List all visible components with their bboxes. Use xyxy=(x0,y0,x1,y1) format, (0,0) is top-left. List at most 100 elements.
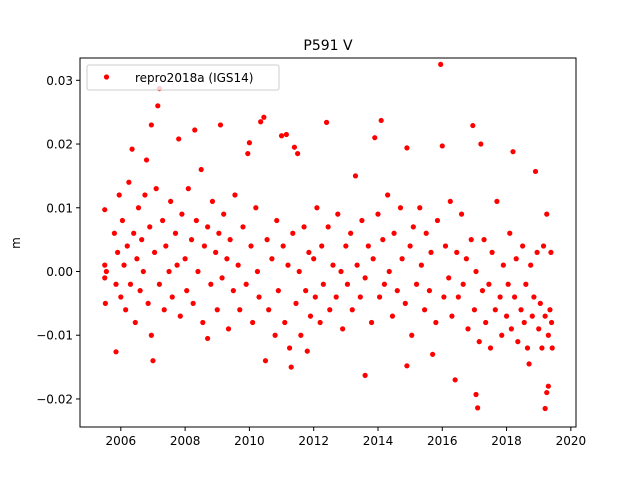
data-point xyxy=(274,217,280,224)
legend-label: repro2018a (IGS14) xyxy=(135,71,253,85)
data-point xyxy=(486,281,492,287)
data-point xyxy=(441,294,447,300)
data-point xyxy=(278,133,285,139)
data-point xyxy=(354,262,360,268)
data-point xyxy=(497,294,503,300)
data-point xyxy=(306,249,312,255)
data-point xyxy=(549,345,555,351)
data-point xyxy=(137,288,143,294)
data-point xyxy=(185,186,191,192)
data-point xyxy=(176,136,182,142)
data-point xyxy=(142,192,148,198)
data-point xyxy=(394,288,400,294)
data-point xyxy=(266,307,272,313)
data-point xyxy=(135,205,142,211)
data-point xyxy=(528,262,534,268)
data-point xyxy=(307,313,314,319)
data-point xyxy=(172,230,179,236)
data-point xyxy=(113,281,119,287)
data-point xyxy=(381,281,388,287)
data-point xyxy=(404,363,410,369)
data-point xyxy=(487,345,494,351)
data-point xyxy=(548,249,554,255)
data-point xyxy=(285,262,291,268)
chart-title: P591 V xyxy=(303,38,353,54)
data-point xyxy=(483,319,489,326)
data-point xyxy=(283,131,289,138)
data-point xyxy=(410,224,416,230)
data-point xyxy=(515,339,521,345)
data-point xyxy=(126,179,132,185)
data-point xyxy=(155,103,161,109)
data-point xyxy=(127,281,134,287)
data-point xyxy=(245,150,251,157)
data-point xyxy=(280,243,286,249)
data-point xyxy=(544,211,550,217)
data-point xyxy=(179,211,185,217)
data-point xyxy=(272,332,278,338)
data-point xyxy=(314,205,320,211)
data-point xyxy=(470,122,476,129)
x-tick-label: 2006 xyxy=(106,434,137,448)
data-point xyxy=(510,149,516,155)
data-point xyxy=(407,243,413,249)
data-point xyxy=(208,281,214,287)
data-point xyxy=(261,114,267,120)
data-point xyxy=(116,192,122,198)
data-point xyxy=(103,268,109,275)
data-point xyxy=(288,364,294,370)
data-point xyxy=(161,307,167,313)
data-point xyxy=(320,281,326,287)
data-point xyxy=(253,205,259,211)
data-point xyxy=(188,237,195,243)
legend-marker xyxy=(103,74,110,80)
data-point xyxy=(192,127,198,133)
data-point xyxy=(362,275,368,281)
data-point xyxy=(500,262,506,268)
data-point xyxy=(479,288,486,294)
data-point xyxy=(494,198,500,204)
data-point xyxy=(182,256,188,262)
data-point xyxy=(499,332,505,338)
x-tick-label: 2012 xyxy=(298,434,329,448)
data-point xyxy=(150,358,156,364)
data-point xyxy=(518,307,524,313)
data-point xyxy=(184,288,190,294)
data-point xyxy=(481,237,487,243)
data-point xyxy=(370,256,376,262)
data-point xyxy=(213,249,219,255)
data-point xyxy=(529,313,535,319)
data-point xyxy=(301,224,307,230)
data-point xyxy=(319,243,325,249)
x-axis-ticks: 2006 2008 2010 2012 2014 2016 2018 2020 xyxy=(106,427,586,448)
x-tick-label: 2016 xyxy=(427,434,458,448)
data-point xyxy=(536,326,542,332)
data-point xyxy=(264,237,270,243)
data-point xyxy=(545,383,551,389)
data-points xyxy=(102,61,555,412)
data-point xyxy=(344,281,351,287)
data-point xyxy=(166,268,172,275)
data-point xyxy=(413,281,420,287)
data-point xyxy=(391,230,397,236)
x-tick-label: 2008 xyxy=(170,434,201,448)
data-point xyxy=(542,405,548,412)
x-tick-label: 2010 xyxy=(234,434,265,448)
data-point xyxy=(476,339,482,345)
data-point xyxy=(375,211,381,217)
data-point xyxy=(304,348,310,354)
data-point xyxy=(402,300,408,306)
data-point xyxy=(119,217,126,224)
data-point xyxy=(102,207,108,213)
x-tick-label: 2014 xyxy=(363,434,394,448)
data-point xyxy=(548,319,555,326)
data-point xyxy=(430,351,436,357)
data-point xyxy=(385,192,391,198)
data-point xyxy=(335,211,341,217)
data-point xyxy=(532,168,539,175)
data-point xyxy=(148,332,154,338)
data-point xyxy=(163,243,169,249)
data-point xyxy=(503,313,510,319)
y-tick-label: 0.03 xyxy=(46,74,73,88)
data-point xyxy=(458,211,465,217)
